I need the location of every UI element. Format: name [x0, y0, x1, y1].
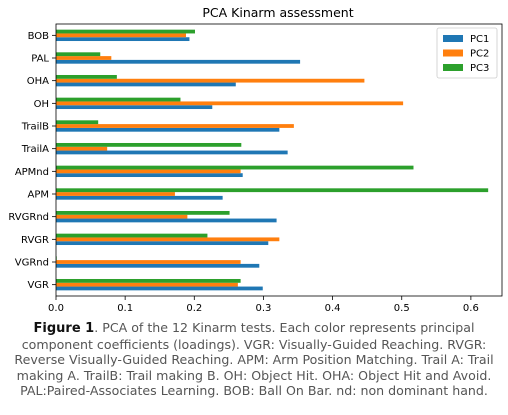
bar-RVGR-PC1	[56, 241, 269, 246]
bar-APMnd-PC1	[56, 173, 243, 178]
bar-OH-PC1	[56, 105, 213, 110]
bar-APMnd-PC3	[56, 165, 414, 170]
legend-label-PC3: PC3	[470, 63, 489, 74]
bar-OHA-PC3	[56, 74, 117, 79]
ytick-label-APM: APM	[28, 190, 50, 201]
bar-TrailA-PC2	[56, 146, 108, 151]
bar-TrailA-PC1	[56, 150, 288, 155]
legend-label-PC2: PC2	[470, 49, 489, 60]
pca-bar-chart: PCA Kinarm assessment BOB PAL OHA OH TrailB T…	[8, 5, 503, 314]
xtick-label-0: 0.0	[48, 303, 64, 314]
bar-VGR-PC3	[56, 278, 241, 283]
plot-frame	[55, 23, 503, 297]
bar-APM-PC3	[56, 188, 489, 193]
xtick-label-3: 0.3	[255, 303, 271, 314]
bar-APMnd-PC2	[56, 169, 241, 174]
bar-BOB-PC1	[56, 37, 190, 42]
bar-RVGR-PC2	[56, 237, 280, 242]
bar-TrailB-PC1	[56, 127, 280, 132]
bar-TrailB-PC3	[56, 120, 99, 125]
ytick-label-BOB: BOB	[28, 31, 50, 42]
bar-OHA-PC2	[56, 78, 365, 83]
xtick-label-6: 0.6	[463, 303, 479, 314]
bar-RVGRnd-PC2	[56, 214, 188, 219]
bar-RVGRnd-PC3	[56, 210, 230, 215]
bar-VGR-PC2	[56, 282, 238, 287]
figure-caption: Figure 1. PCA of the 12 Kinarm tests. Ea…	[8, 320, 500, 399]
legend: PC1 PC2 PC3	[436, 27, 498, 79]
ytick-label-PAL: PAL	[31, 54, 49, 65]
bar-TrailB-PC2	[56, 124, 294, 128]
xtick-label-2: 0.2	[186, 303, 202, 314]
bar-TrailA-PC3	[56, 142, 242, 147]
xtick-label-5: 0.5	[394, 303, 410, 314]
bar-BOB-PC3	[56, 29, 195, 34]
xtick-label-4: 0.4	[325, 303, 341, 314]
bar-APM-PC1	[56, 195, 223, 200]
ytick-label-OHA: OHA	[27, 76, 49, 87]
ytick-label-TrailA: TrailA	[21, 144, 49, 155]
ytick-label-VGR: VGR	[27, 280, 49, 291]
bar-RVGR-PC3	[56, 233, 208, 238]
bar-VGRnd-PC2	[56, 260, 241, 264]
ytick-label-OH: OH	[34, 99, 49, 110]
axes-layer: BOB PAL OHA OH TrailB TrailA APMnd APM RVGRnd RVG…	[8, 23, 503, 314]
ytick-label-TrailB: TrailB	[21, 122, 49, 133]
bar-PAL-PC3	[56, 52, 101, 57]
bar-OH-PC3	[56, 97, 181, 102]
ytick-label-VGRnd: VGRnd	[15, 258, 49, 269]
legend-swatch-PC3	[443, 64, 463, 71]
bar-OH-PC2	[56, 101, 404, 106]
bar-APM-PC2	[56, 192, 175, 196]
legend-swatch-PC1	[443, 35, 463, 42]
chart-title: PCA Kinarm assessment	[202, 5, 353, 20]
bar-BOB-PC2	[56, 33, 186, 38]
bar-VGR-PC1	[56, 286, 263, 291]
bar-RVGRnd-PC1	[56, 218, 277, 223]
bar-OHA-PC1	[56, 82, 236, 87]
ytick-label-RVGR: RVGR	[21, 235, 49, 246]
ytick-label-APMnd: APMnd	[15, 167, 49, 178]
legend-swatch-PC2	[443, 49, 463, 57]
bars-layer	[56, 29, 489, 291]
xtick-label-1: 0.1	[117, 303, 133, 314]
legend-label-PC1: PC1	[470, 34, 489, 45]
caption-text: . PCA of the 12 Kinarm tests. Each color…	[14, 320, 494, 398]
caption-label: Figure 1	[33, 321, 95, 336]
bar-PAL-PC1	[56, 59, 301, 64]
ytick-label-RVGRnd: RVGRnd	[8, 212, 49, 223]
bar-PAL-PC2	[56, 56, 112, 60]
bar-VGRnd-PC1	[56, 263, 260, 268]
